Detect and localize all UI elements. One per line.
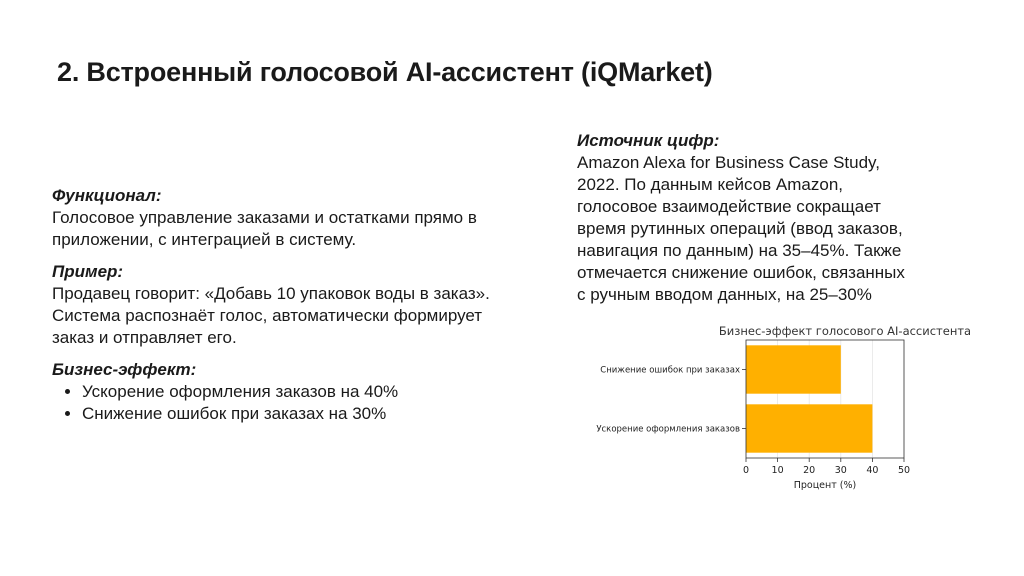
chart-category-label: Ускорение оформления заказов bbox=[596, 425, 740, 435]
effect-bullet-item: Снижение ошибок при заказах на 30% bbox=[82, 403, 572, 425]
business-effect-chart: Бизнес-эффект голосового AI-ассистента 0 1… bbox=[576, 320, 976, 491]
example-heading: Пример: bbox=[52, 262, 124, 281]
example-text: Продавец говорит: «Добавь 10 упаковок во… bbox=[52, 284, 490, 347]
chart-x-axis-label: Процент (%) bbox=[794, 480, 857, 490]
chart-x-tick-label: 50 bbox=[898, 465, 910, 476]
chart-x-tick-label: 10 bbox=[772, 465, 784, 476]
source-text: Amazon Alexa for Business Case Study, 20… bbox=[577, 153, 905, 304]
effect-bullet-list: Ускорение оформления заказов на 40% Сниж… bbox=[52, 381, 572, 425]
slide-title: 2. Встроенный голосовой AI-ассистент (iQ… bbox=[57, 57, 713, 87]
chart-axes-frame bbox=[745, 339, 905, 459]
chart-x-tick-label: 40 bbox=[866, 465, 878, 476]
chart-x-tick-label: 20 bbox=[803, 465, 815, 476]
effect-heading: Бизнес-эффект: bbox=[52, 360, 197, 379]
functional-text: Голосовое управление заказами и остаткам… bbox=[52, 208, 477, 249]
chart-title: Бизнес-эффект голосового AI-ассистента bbox=[719, 324, 971, 338]
chart-category-label: Снижение ошибок при заказах bbox=[600, 366, 740, 376]
chart-x-tick-label: 30 bbox=[835, 465, 847, 476]
chart-bar bbox=[746, 345, 841, 394]
functional-heading: Функционал: bbox=[52, 186, 162, 205]
left-column: Функционал: Голосовое управление заказам… bbox=[52, 185, 572, 435]
functional-section: Функционал: Голосовое управление заказам… bbox=[52, 185, 572, 251]
chart-x-tick-label: 0 bbox=[743, 465, 749, 476]
effect-section: Бизнес-эффект: Ускорение оформления зака… bbox=[52, 359, 572, 425]
chart-bar bbox=[746, 404, 873, 453]
example-section: Пример: Продавец говорит: «Добавь 10 упа… bbox=[52, 261, 572, 349]
right-column: Источник цифр: Amazon Alexa for Business… bbox=[577, 130, 977, 306]
effect-bullet-item: Ускорение оформления заказов на 40% bbox=[82, 381, 572, 403]
chart-svg: Бизнес-эффект голосового AI-ассистента 0 1… bbox=[596, 324, 971, 491]
source-heading: Источник цифр: bbox=[577, 131, 720, 150]
